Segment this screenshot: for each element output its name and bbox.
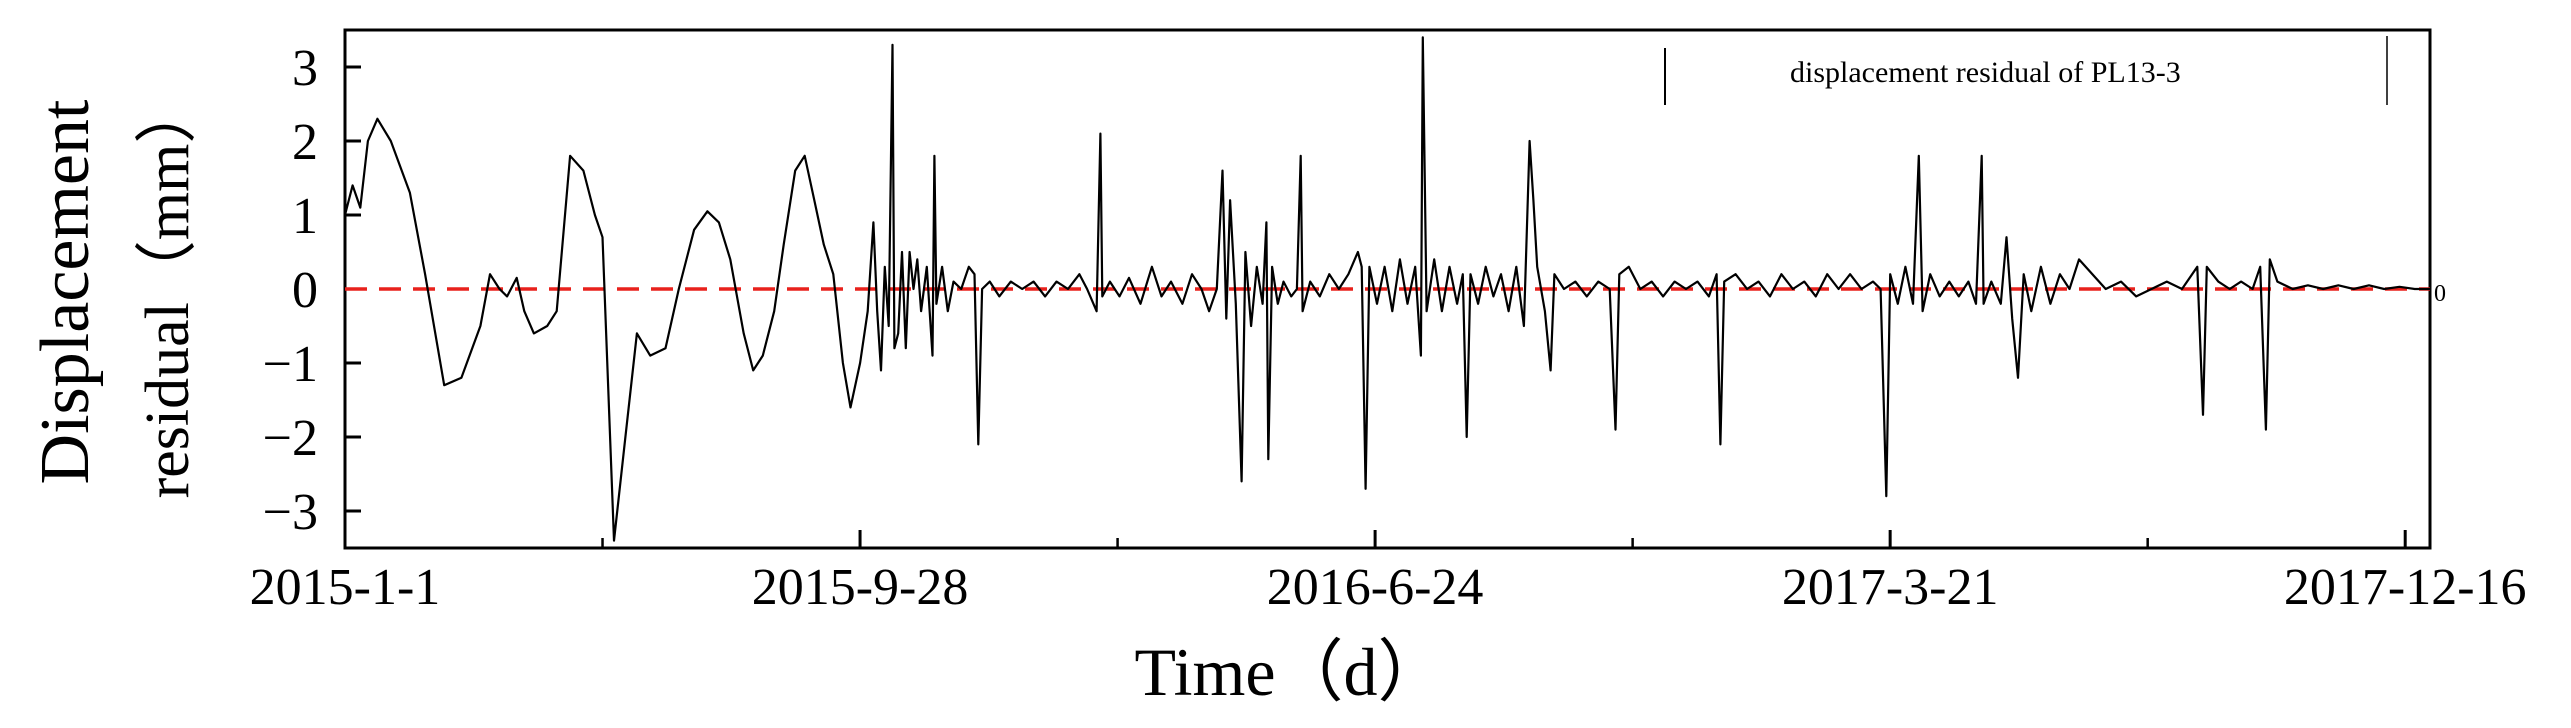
y-axis-title-line1: Displacement (27, 99, 104, 484)
y-tick-label: −2 (263, 410, 318, 467)
legend: displacement residual of PL13-3 (1664, 36, 2388, 105)
y-tick-label: 2 (292, 114, 318, 171)
x-tick-label: 2016-6-24 (1267, 559, 1484, 616)
y-axis-ticks: −3 −2 −1 0 1 2 3 (263, 40, 361, 541)
y-tick-label: −1 (263, 336, 318, 393)
x-tick-label: 2017-12-16 (2284, 559, 2527, 616)
y-tick-label: 0 (292, 262, 318, 319)
x-tick-label: 2017-3-21 (1782, 559, 1999, 616)
zero-line-label: 0 (2434, 281, 2446, 307)
y-tick-label: 3 (292, 40, 318, 97)
x-tick-label: 2015-1-1 (250, 559, 441, 616)
x-axis-ticks: 2015-1-1 2015-9-28 2016-6-24 2017-3-21 2017-… (250, 530, 2527, 616)
x-axis-title: Time（d） (1134, 634, 1445, 710)
y-axis-title-line2: residual（mm） (134, 82, 202, 499)
y-tick-label: 1 (292, 188, 318, 245)
series-line-pl13-3 (343, 36, 2430, 542)
legend-label: displacement residual of PL13-3 (1790, 56, 2181, 89)
x-tick-label: 2015-9-28 (752, 559, 969, 616)
y-tick-label: −3 (263, 484, 318, 541)
